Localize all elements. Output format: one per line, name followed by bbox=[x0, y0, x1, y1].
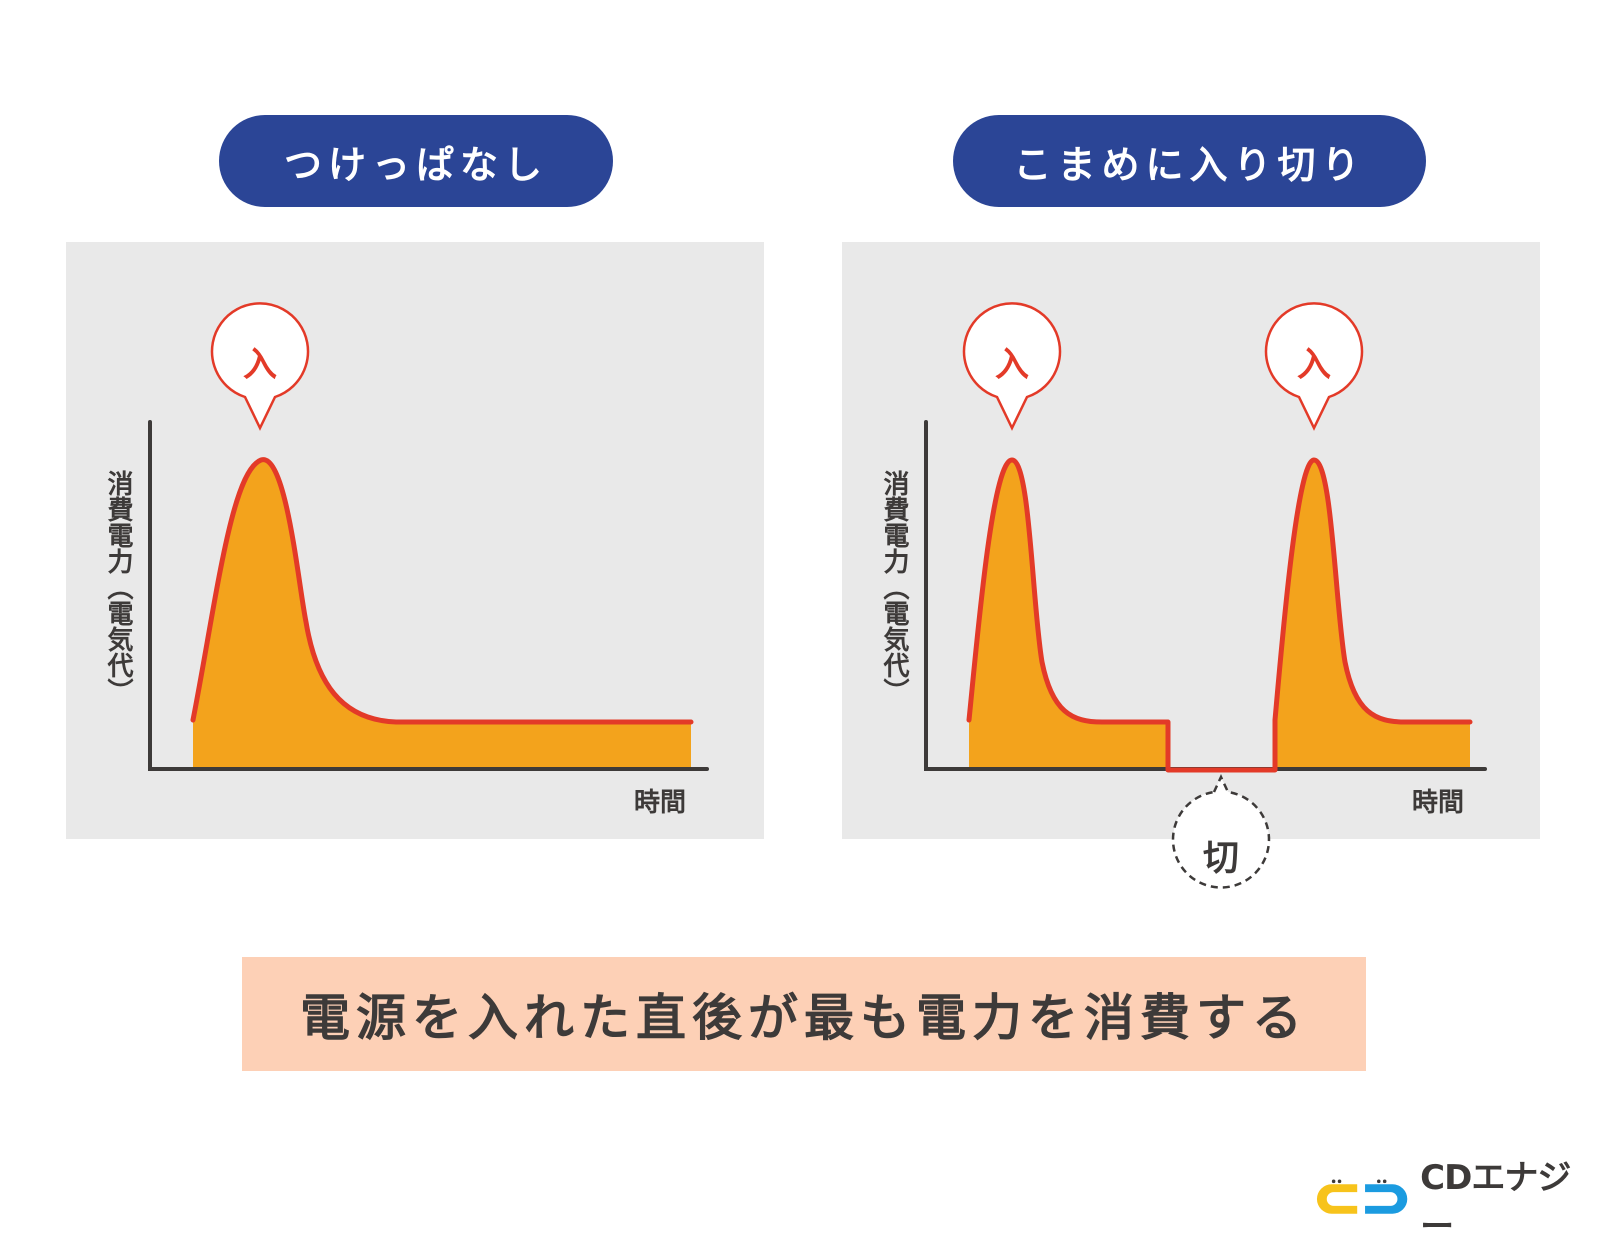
right-title-pill: こまめに入り切り bbox=[953, 115, 1426, 207]
left-chart-panel: 入 消費電力（電気代） 時間 bbox=[66, 242, 764, 839]
brand-logo: CDエナジー bbox=[1314, 1150, 1600, 1248]
on-marker-label-2: 入 bbox=[1297, 345, 1331, 385]
right-chart-panel: 入 入 切 消費電力（電気代） 時間 bbox=[842, 242, 1540, 889]
on-marker-label: 入 bbox=[243, 345, 277, 385]
right-axes bbox=[924, 420, 1487, 771]
left-y-axis-label: 消費電力（電気代） bbox=[103, 470, 133, 704]
on-bubble-icon bbox=[1264, 302, 1364, 431]
left-x-axis-label: 時間 bbox=[634, 788, 687, 818]
conclusion-text: 電源を入れた直後が最も電力を消費する bbox=[300, 989, 1308, 1047]
left-title-pill: つけっぱなし bbox=[219, 115, 613, 207]
left-consumption-area bbox=[193, 459, 691, 768]
right-power-curve-chart bbox=[924, 302, 1487, 889]
left-power-curve-chart bbox=[148, 302, 709, 771]
right-consumption-curve bbox=[966, 457, 1473, 773]
off-bubble-icon bbox=[1171, 774, 1271, 889]
off-marker-label: 切 bbox=[1202, 838, 1239, 879]
right-consumption-area-2 bbox=[1275, 460, 1470, 768]
conclusion-banner: 電源を入れた直後が最も電力を消費する bbox=[242, 957, 1366, 1071]
on-bubble-icon bbox=[210, 302, 310, 431]
on-marker-label-1: 入 bbox=[995, 345, 1029, 385]
right-consumption-area-1 bbox=[969, 460, 1168, 768]
right-title: こまめに入り切り bbox=[1013, 142, 1366, 187]
logo-text: CDエナジー bbox=[1420, 1158, 1571, 1247]
right-x-axis-label: 時間 bbox=[1412, 788, 1465, 818]
left-consumption-curve bbox=[190, 457, 694, 725]
on-bubble-icon bbox=[962, 302, 1062, 431]
cd-energy-logo-icon bbox=[1316, 1179, 1408, 1214]
left-title: つけっぱなし bbox=[283, 142, 548, 187]
left-axes bbox=[148, 420, 709, 771]
right-y-axis-label: 消費電力（電気代） bbox=[879, 470, 909, 704]
